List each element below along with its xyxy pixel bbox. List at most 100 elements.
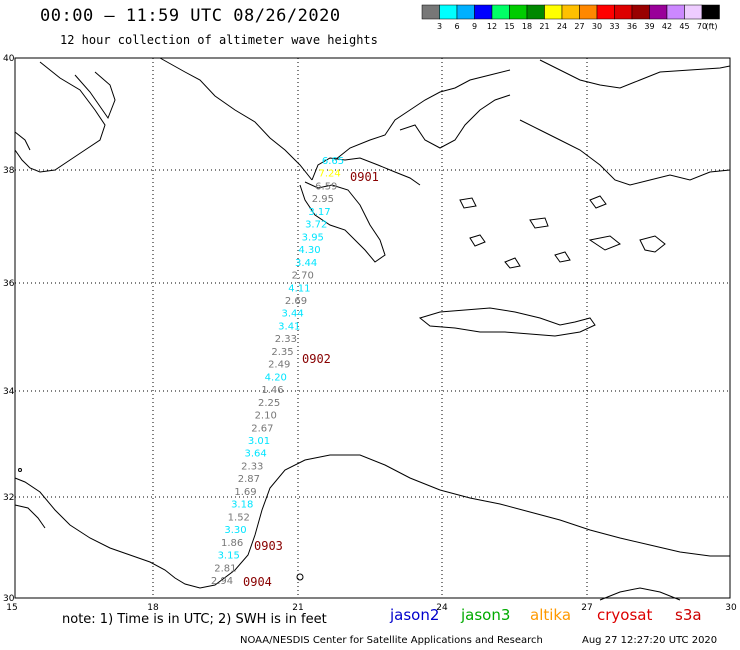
colorbar-swatch — [596, 4, 615, 20]
wave-height-point: 2.70 — [292, 271, 314, 282]
map-subtitle: 12 hour collection of altimeter wave hei… — [60, 33, 378, 47]
colorbar-swatch — [631, 4, 650, 20]
sat-jason3: jason3 — [461, 606, 511, 624]
colorbar-label: 30 — [592, 22, 602, 31]
map-frame — [14, 57, 731, 599]
lon-label: 24 — [436, 603, 448, 613]
colorbar-label: 3 — [437, 22, 442, 31]
colorbar-swatch — [509, 4, 528, 20]
lat-labels: 40 38 36 34 32 30 — [3, 54, 15, 604]
wave-height-point: 2.87 — [238, 474, 260, 485]
wave-height-point: 6.59 — [315, 182, 337, 193]
wave-height-point: 3.15 — [218, 551, 240, 562]
wave-height-point: 3.18 — [231, 500, 253, 511]
lat-label: 30 — [3, 594, 15, 604]
time-label: 0901 — [350, 170, 379, 184]
wave-height-point: 2.94 — [211, 576, 233, 587]
colorbar-swatch — [491, 4, 510, 20]
colorbar-label: 21 — [539, 22, 549, 31]
colorbar-swatch — [421, 4, 440, 20]
wave-height-point: 2.95 — [312, 194, 334, 205]
wave-height-point: 2.69 — [285, 296, 307, 307]
colorbar: 3 6 9 12 15 18 21 24 27 30 33 36 39 42 45 70(ft) — [421, 4, 720, 31]
colorbar-swatch — [649, 4, 668, 20]
colorbar-label: 15 — [504, 22, 514, 31]
wave-height-point: 3.41 — [278, 322, 300, 333]
colorbar-swatch — [701, 4, 720, 20]
altimeter-track: 6.65 7.24 6.592.95 3.17 3.723.95 4.30 3.44 2.70… — [211, 156, 344, 587]
wave-height-point: 3.30 — [224, 525, 246, 536]
wave-height-point: 3.44 — [281, 309, 303, 320]
wave-height-point: 3.01 — [248, 436, 270, 447]
wave-height-point: 3.64 — [244, 449, 266, 460]
wave-height-point: 2.33 — [241, 462, 263, 473]
wave-height-point: 2.35 — [271, 347, 293, 358]
colorbar-label: 70 — [697, 22, 707, 31]
sat-altika: altika — [530, 606, 572, 624]
colorbar-label: 9 — [472, 22, 477, 31]
time-label: 0904 — [243, 575, 272, 589]
wave-height-point: 4.30 — [298, 245, 320, 256]
coastlines — [14, 57, 731, 601]
wave-height-point: 1.52 — [228, 512, 250, 523]
wave-height-point: 2.49 — [268, 360, 290, 371]
colorbar-label: 36 — [627, 22, 637, 31]
lon-labels: 15 18 21 24 27 30 — [6, 603, 737, 613]
wave-height-point: 4.11 — [288, 283, 310, 294]
colorbar-swatch — [456, 4, 475, 20]
wave-height-point: 4.20 — [265, 372, 287, 383]
colorbar-label: 6 — [454, 22, 459, 31]
lat-label: 38 — [3, 166, 15, 176]
wave-height-point: 2.25 — [258, 398, 280, 409]
colorbar-label: 45 — [679, 22, 689, 31]
colorbar-label: 33 — [609, 22, 619, 31]
colorbar-swatch — [526, 4, 545, 20]
note-text: note: 1) Time is in UTC; 2) SWH is in fe… — [62, 612, 327, 627]
wave-height-point: 7.24 — [318, 169, 340, 180]
colorbar-swatch — [544, 4, 563, 20]
colorbar-label: 18 — [522, 22, 532, 31]
lon-label: 27 — [581, 603, 592, 613]
wave-height-point: 2.33 — [275, 334, 297, 345]
colorbar-label: 24 — [557, 22, 567, 31]
colorbar-swatch — [666, 4, 685, 20]
colorbar-swatch — [561, 4, 580, 20]
colorbar-label: 27 — [574, 22, 584, 31]
sat-jason2: jason2 — [390, 606, 440, 624]
colorbar-swatch — [684, 4, 703, 20]
colorbar-swatch — [614, 4, 633, 20]
colorbar-swatch — [439, 4, 458, 20]
time-labels: 0901 0902 0903 0904 — [243, 170, 379, 589]
wave-height-point: 6.65 — [322, 156, 344, 167]
wave-height-point: 1.46 — [261, 385, 283, 396]
lat-label: 34 — [3, 387, 15, 397]
wave-height-point: 3.72 — [305, 220, 327, 231]
wave-height-point: 1.69 — [234, 487, 256, 498]
lon-label: 21 — [292, 603, 303, 613]
sat-cryosat: cryosat — [597, 606, 653, 624]
time-label: 0902 — [302, 352, 331, 366]
wave-height-point: 2.67 — [251, 423, 273, 434]
map-title: 00:00 – 11:59 UTC 08/26/2020 — [40, 6, 341, 26]
footer-timestamp: Aug 27 12:27:20 UTC 2020 — [582, 635, 718, 646]
colorbar-unit: (ft) — [705, 22, 717, 31]
lon-label: 15 — [6, 603, 17, 613]
colorbar-swatch — [474, 4, 493, 20]
sat-s3a: s3a — [675, 606, 702, 624]
lat-label: 32 — [3, 493, 14, 503]
wave-height-point: 2.81 — [214, 563, 236, 574]
wave-height-point: 3.17 — [308, 207, 330, 218]
lat-label: 36 — [3, 279, 15, 289]
wave-height-point: 3.95 — [302, 232, 324, 243]
footer-credit: NOAA/NESDIS Center for Satellite Applica… — [240, 635, 543, 646]
colorbar-label: 42 — [662, 22, 672, 31]
wave-height-point: 2.10 — [255, 411, 277, 422]
colorbar-label: 39 — [644, 22, 654, 31]
lat-label: 40 — [3, 54, 15, 64]
wave-height-point: 3.44 — [295, 258, 317, 269]
lon-label: 30 — [725, 603, 737, 613]
colorbar-label: 12 — [487, 22, 497, 31]
colorbar-swatch — [579, 4, 598, 20]
wave-height-point: 1.86 — [221, 538, 243, 549]
